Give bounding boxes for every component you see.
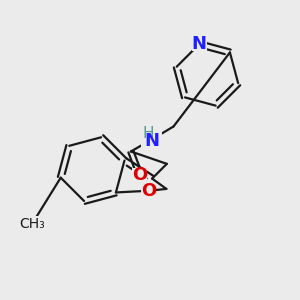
Bar <box>142 184 156 197</box>
Text: N: N <box>144 132 159 150</box>
Bar <box>192 38 206 51</box>
Bar <box>132 168 147 182</box>
Text: O: O <box>132 166 147 184</box>
Text: O: O <box>141 182 157 200</box>
Text: H: H <box>142 126 154 141</box>
Bar <box>141 129 162 148</box>
Text: N: N <box>192 35 207 53</box>
Bar <box>19 216 46 231</box>
Text: CH₃: CH₃ <box>19 217 45 231</box>
